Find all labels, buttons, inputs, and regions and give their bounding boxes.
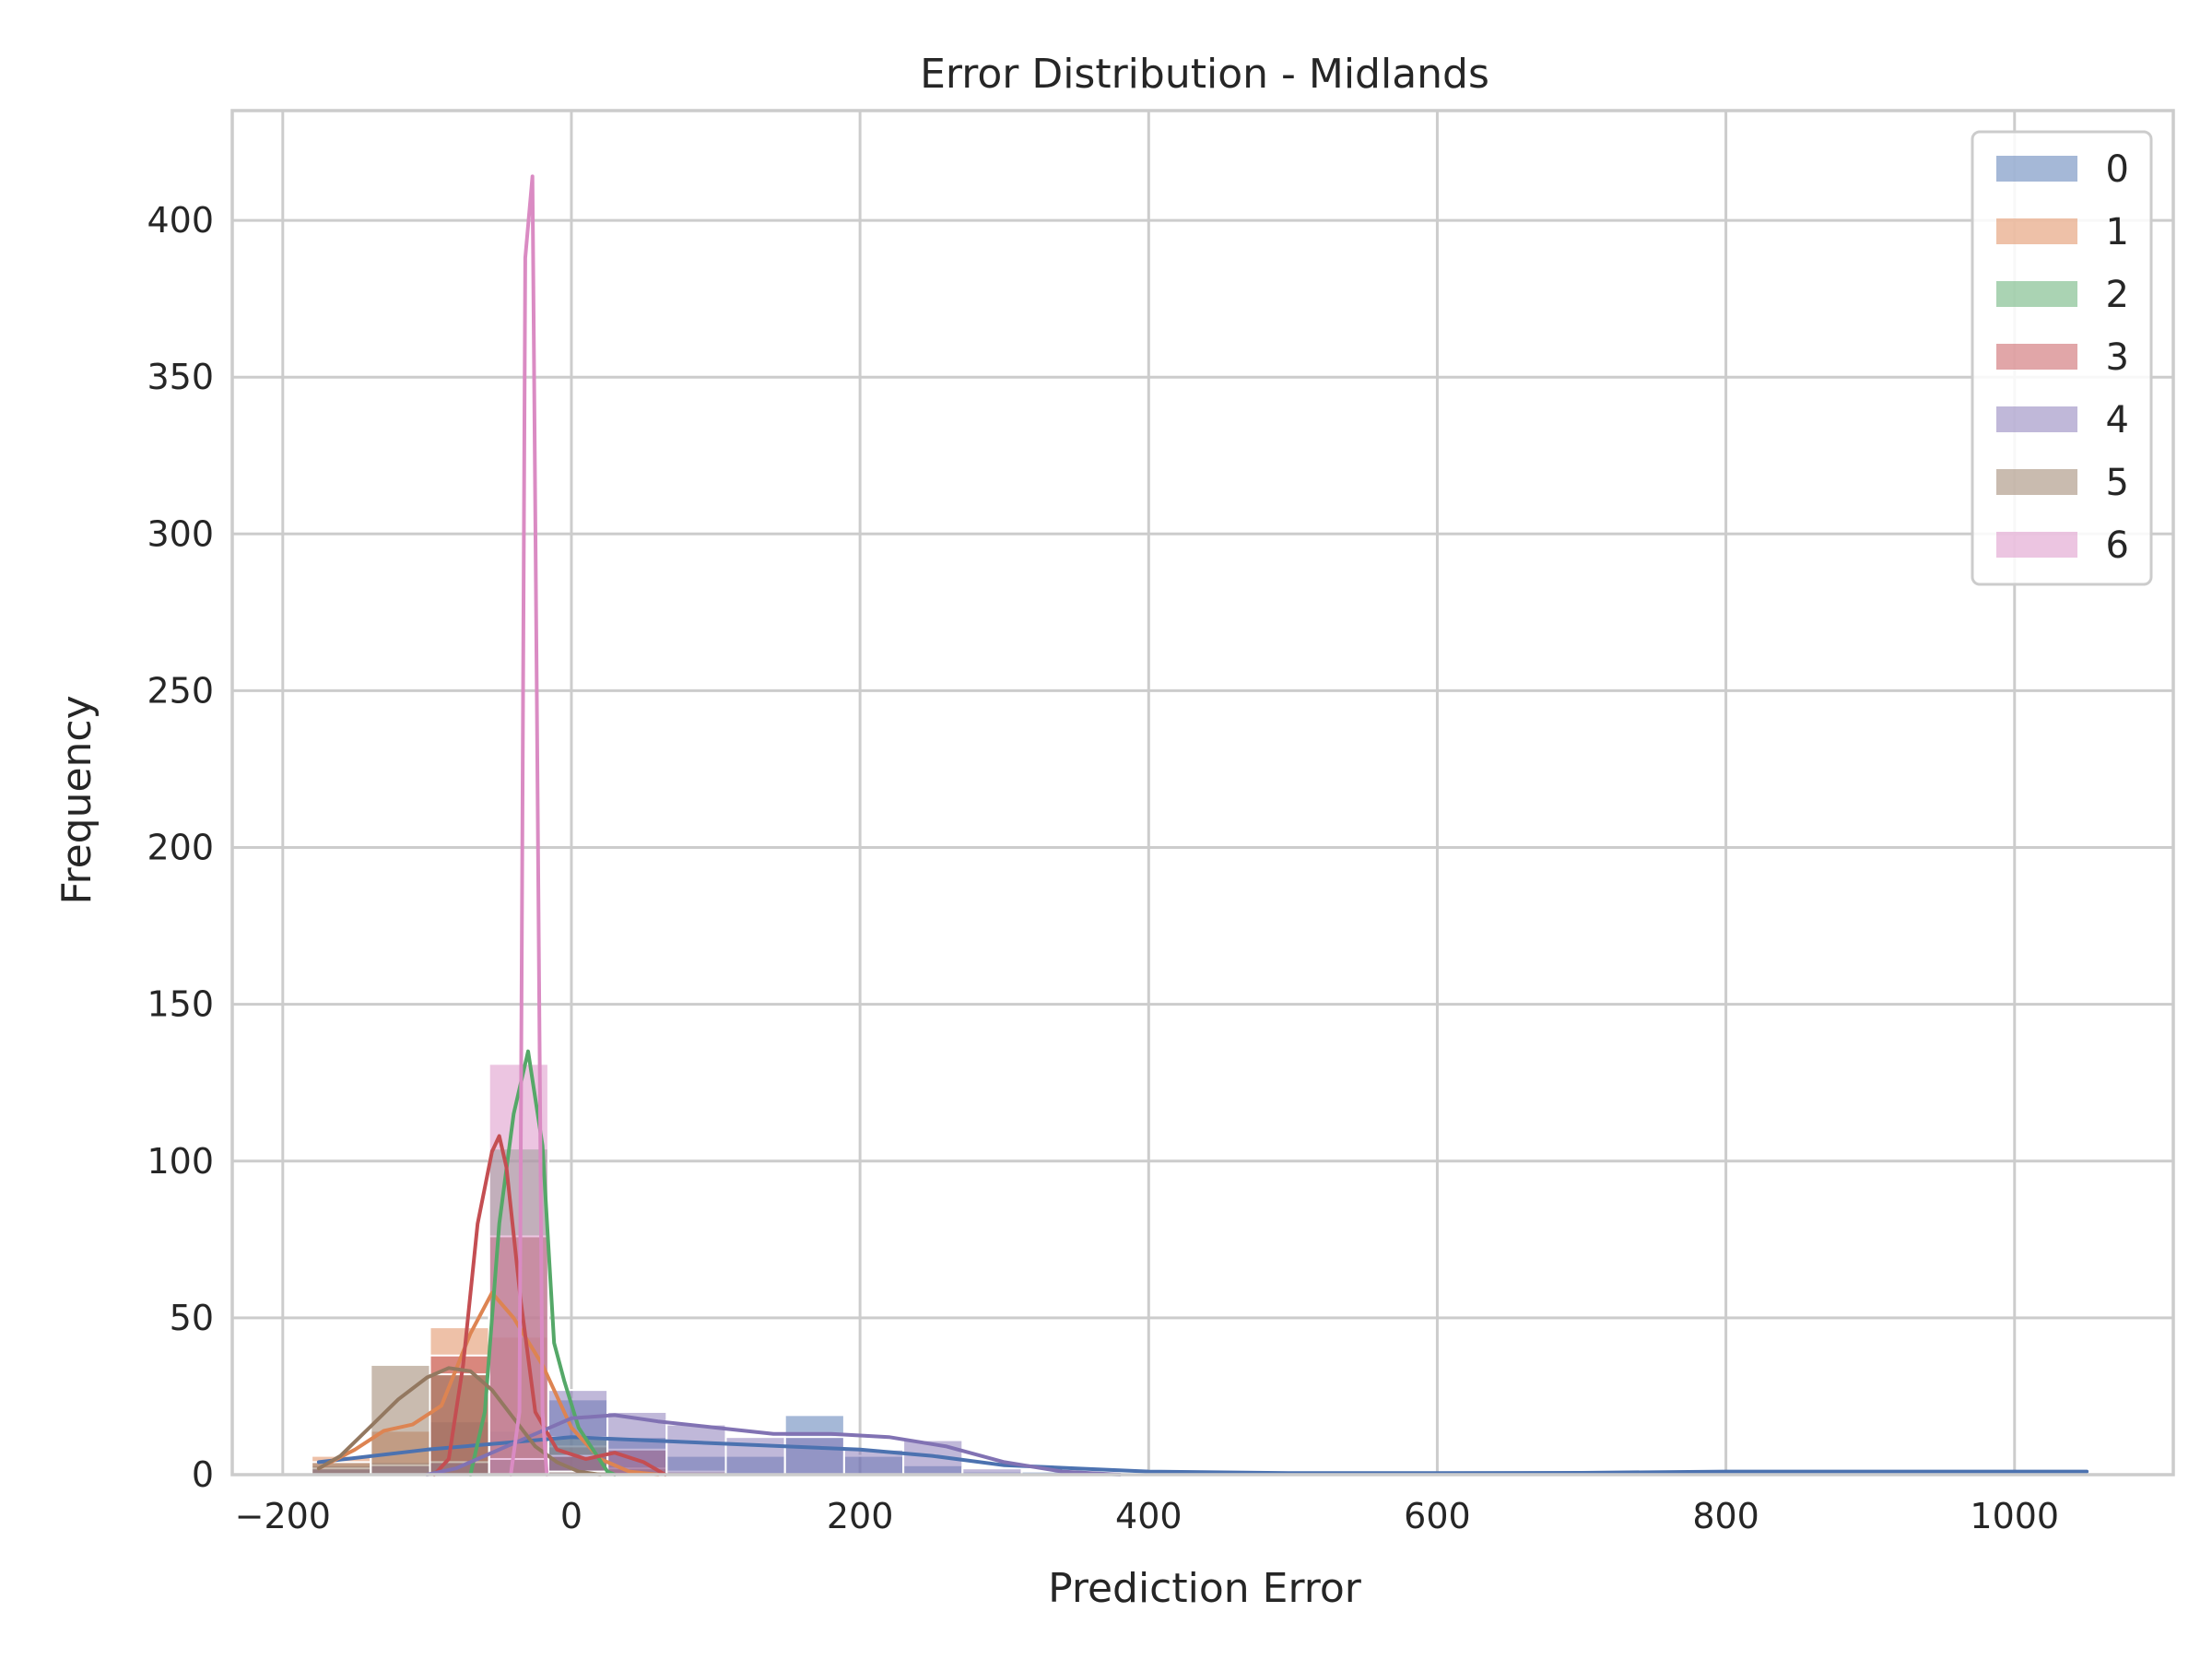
legend-swatch	[1996, 218, 2077, 244]
legend-label: 6	[2106, 524, 2129, 567]
y-tick-label: 0	[192, 1454, 214, 1495]
x-axis-label: Prediction Error	[1048, 1565, 1362, 1612]
legend-label: 3	[2106, 336, 2129, 379]
y-tick-label: 150	[147, 984, 214, 1025]
legend: 0 1 2 3 4 5 6	[1971, 130, 2153, 586]
legend-label: 4	[2106, 399, 2129, 441]
plot-frame	[230, 109, 2175, 1477]
y-tick-label: 50	[170, 1298, 214, 1338]
legend-swatch	[1996, 532, 2077, 558]
kde-line-5	[316, 1366, 603, 1477]
plot-background	[232, 111, 2173, 1475]
x-tick-label: −200	[235, 1496, 331, 1536]
legend-swatch	[1996, 406, 2077, 432]
plot-area	[232, 111, 2173, 1475]
x-tick-label: 400	[1115, 1496, 1182, 1536]
y-tick-label: 300	[147, 513, 214, 554]
x-tick-label: 800	[1692, 1496, 1759, 1536]
kde-line-4	[425, 1413, 1122, 1477]
kde-curves	[316, 174, 2089, 1477]
axes-border	[230, 109, 2175, 1477]
kde-line-2	[468, 1049, 617, 1477]
legend-swatch	[1996, 344, 2077, 370]
histogram-bar	[783, 1436, 845, 1476]
x-tick-label: 200	[827, 1496, 894, 1536]
chart-title: Error Distribution - Midlands	[920, 51, 1489, 98]
legend-swatch	[1996, 281, 2077, 307]
x-tick-label: 0	[560, 1496, 582, 1536]
legend-swatch	[1996, 156, 2077, 182]
x-tick-labels: −200 0 200 400 600 800 1000	[235, 1496, 2060, 1536]
x-tick-label: 1000	[1970, 1496, 2059, 1536]
histogram-bar	[665, 1423, 727, 1477]
y-tick-label: 400	[147, 200, 214, 241]
kde-line-0	[316, 1435, 2089, 1476]
legend-label: 5	[2106, 462, 2129, 504]
x-tick-label: 600	[1404, 1496, 1471, 1536]
legend-swatch	[1996, 469, 2077, 495]
kde-line-3	[432, 1134, 667, 1477]
y-tick-label: 350	[147, 357, 214, 397]
y-axis-label: Frequency	[53, 695, 100, 904]
legend-label: 0	[2106, 148, 2129, 191]
legend-label: 1	[2106, 211, 2129, 253]
y-tick-label: 250	[147, 670, 214, 711]
kde-line-6	[509, 174, 549, 1477]
y-tick-label: 200	[147, 828, 214, 868]
y-tick-label: 100	[147, 1141, 214, 1182]
y-tick-labels: 0 50 100 150 200 250 300 350 400	[147, 200, 214, 1495]
legend-label: 2	[2106, 274, 2129, 316]
